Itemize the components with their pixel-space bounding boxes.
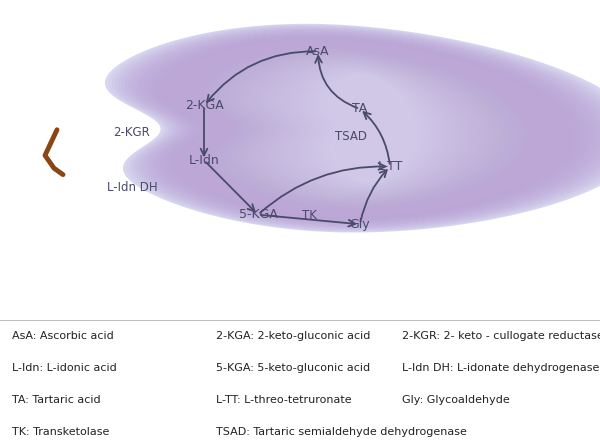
Text: TSAD: TSAD (335, 129, 367, 143)
Polygon shape (166, 40, 566, 216)
Text: L-TT: L-TT (377, 160, 403, 173)
Polygon shape (139, 33, 599, 223)
Polygon shape (177, 43, 554, 214)
Text: 2-KGR: 2-KGR (113, 126, 151, 139)
Polygon shape (145, 35, 591, 222)
Polygon shape (125, 30, 600, 227)
Polygon shape (109, 25, 600, 231)
Polygon shape (112, 26, 600, 230)
Polygon shape (306, 71, 433, 185)
Polygon shape (163, 39, 570, 217)
Polygon shape (221, 53, 507, 203)
Text: AsA: Ascorbic acid: AsA: Ascorbic acid (12, 331, 114, 340)
Text: 5-KGA: 5-keto-gluconic acid: 5-KGA: 5-keto-gluconic acid (216, 363, 370, 372)
Polygon shape (233, 56, 496, 201)
Polygon shape (128, 31, 600, 226)
Polygon shape (152, 36, 583, 220)
Polygon shape (229, 55, 500, 202)
Polygon shape (191, 46, 538, 210)
Polygon shape (181, 44, 550, 213)
Polygon shape (323, 75, 419, 182)
Text: L-Idn DH: L-Idn DH (107, 181, 157, 194)
Polygon shape (119, 28, 600, 228)
Polygon shape (265, 62, 467, 194)
Polygon shape (237, 57, 493, 200)
Polygon shape (214, 51, 515, 205)
Polygon shape (257, 61, 474, 195)
Polygon shape (217, 52, 511, 204)
Text: AsA: AsA (306, 45, 330, 58)
Polygon shape (241, 57, 488, 199)
Polygon shape (248, 59, 481, 197)
Polygon shape (206, 49, 523, 207)
Polygon shape (173, 42, 558, 214)
Text: Gly: Gly (350, 218, 370, 231)
Polygon shape (199, 48, 530, 208)
Polygon shape (149, 36, 587, 221)
Polygon shape (131, 32, 600, 225)
Polygon shape (277, 65, 457, 191)
Polygon shape (106, 24, 600, 232)
Polygon shape (170, 41, 562, 215)
Text: TA: TA (352, 102, 368, 115)
Polygon shape (310, 72, 429, 184)
Text: L-TT: L-threo-tetruronate: L-TT: L-threo-tetruronate (216, 395, 352, 405)
Polygon shape (315, 73, 426, 183)
Polygon shape (328, 76, 416, 181)
Text: 5-KGA: 5-KGA (239, 208, 277, 221)
Text: 2-KGR: 2- keto - cullogate reductase: 2-KGR: 2- keto - cullogate reductase (402, 331, 600, 340)
Polygon shape (269, 63, 463, 193)
Polygon shape (302, 70, 436, 186)
Polygon shape (155, 37, 578, 219)
Text: L-Idn DH: L-idonate dehydrogenase: L-Idn DH: L-idonate dehydrogenase (402, 363, 599, 372)
Polygon shape (319, 74, 422, 182)
Polygon shape (285, 67, 449, 190)
Polygon shape (260, 62, 470, 194)
Polygon shape (106, 24, 600, 232)
Text: TA: Tartaric acid: TA: Tartaric acid (12, 395, 101, 405)
Text: Gly: Glycoaldehyde: Gly: Glycoaldehyde (402, 395, 510, 405)
Polygon shape (289, 68, 446, 189)
Polygon shape (281, 66, 453, 190)
Polygon shape (253, 60, 478, 196)
Polygon shape (225, 54, 503, 202)
Polygon shape (202, 49, 526, 208)
Polygon shape (142, 34, 595, 222)
Text: 2-KGA: 2-keto-gluconic acid: 2-KGA: 2-keto-gluconic acid (216, 331, 370, 340)
Polygon shape (159, 38, 574, 218)
Polygon shape (245, 58, 485, 198)
Polygon shape (188, 45, 542, 211)
Text: TK: Transketolase: TK: Transketolase (12, 427, 109, 437)
Text: 2-KGA: 2-KGA (185, 99, 223, 112)
Polygon shape (135, 32, 600, 224)
Polygon shape (273, 64, 460, 192)
Polygon shape (210, 50, 518, 206)
Polygon shape (122, 29, 600, 227)
Text: L-Idn: L-idonic acid: L-Idn: L-idonic acid (12, 363, 117, 372)
Polygon shape (115, 27, 600, 229)
Text: L-Idn: L-Idn (188, 154, 220, 167)
Polygon shape (298, 69, 439, 187)
Text: TK: TK (302, 209, 316, 222)
Polygon shape (184, 44, 546, 212)
Text: TSAD: Tartaric semialdehyde dehydrogenase: TSAD: Tartaric semialdehyde dehydrogenas… (216, 427, 467, 437)
Polygon shape (195, 47, 534, 209)
Polygon shape (293, 69, 443, 188)
